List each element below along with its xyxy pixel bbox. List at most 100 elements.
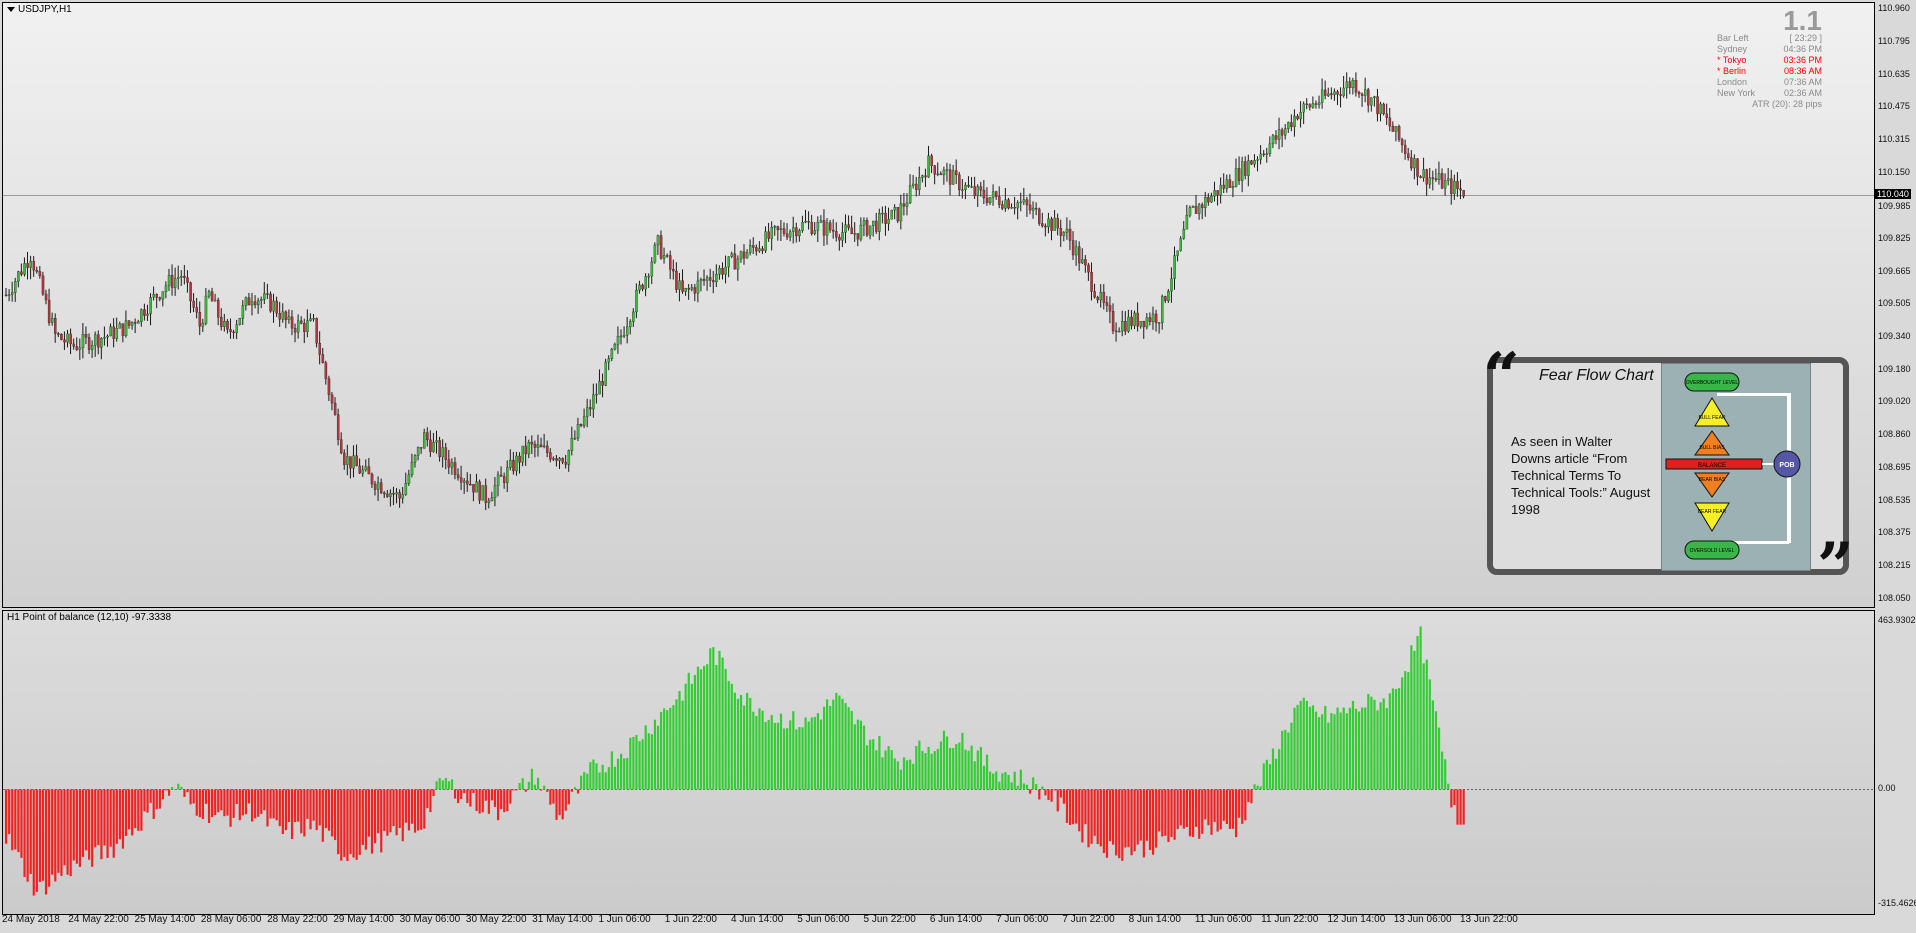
histogram-bar	[450, 779, 454, 790]
oscillator-axis[interactable]: 463.9302 0.00 -315.4626	[1875, 610, 1916, 915]
candle	[662, 247, 666, 264]
histogram-bar	[779, 713, 783, 790]
candle	[435, 430, 438, 454]
histogram-bar	[942, 730, 946, 790]
candle	[1222, 173, 1226, 194]
candle	[1373, 95, 1376, 107]
candle	[988, 197, 992, 205]
candle	[183, 265, 186, 285]
histogram-bar	[91, 789, 94, 867]
histogram-bar	[764, 721, 767, 790]
histogram-bar	[426, 789, 429, 809]
candle	[1071, 231, 1075, 261]
histogram-bar	[1032, 777, 1035, 790]
histogram-bar	[500, 789, 503, 810]
candle	[1050, 216, 1053, 241]
candle	[330, 392, 334, 411]
candle	[1360, 92, 1364, 107]
session-time: 08:36 AM	[1783, 66, 1822, 76]
price-pane-title[interactable]: USDJPY,H1	[7, 4, 72, 15]
histogram-bar	[1281, 730, 1284, 790]
candle	[456, 468, 460, 481]
histogram-bar	[967, 750, 970, 790]
candle	[167, 268, 171, 291]
candle	[635, 283, 638, 319]
candle	[644, 273, 647, 297]
candle	[850, 215, 853, 235]
candle	[130, 321, 134, 330]
histogram-bar	[340, 789, 343, 861]
fear-flow-diagram: OVERBOUGHT LEVEL BULL FEAR BULL BIAS BAL…	[1661, 363, 1811, 571]
candle	[761, 246, 764, 255]
histogram-bar	[1161, 789, 1164, 837]
histogram-bar	[11, 789, 14, 851]
histogram-bar	[841, 698, 844, 790]
histogram-bar	[564, 789, 567, 811]
time-axis[interactable]: 24 May 2018 24 May 22:00 25 May 14:00 28 Ma…	[0, 910, 1875, 933]
histogram-bar	[706, 664, 709, 790]
oscillator-pane[interactable]: H1 Point of balance (12,10) -97.3338	[2, 610, 1875, 915]
histogram-bar	[552, 789, 555, 804]
histogram-bar	[171, 787, 174, 790]
histogram-bar	[69, 789, 72, 877]
time-tick-label: 1 Jun 22:00	[664, 914, 717, 925]
histogram-bar	[1195, 789, 1198, 827]
histogram-bar	[370, 789, 374, 854]
candle	[499, 466, 503, 477]
price-axis[interactable]: 110.960 110.795 110.635 110.475 110.315 110.1…	[1875, 0, 1916, 610]
candle	[1268, 136, 1272, 157]
candle	[315, 317, 318, 348]
price-pane[interactable]: USDJPY,H1 1.1 Bar Left [ 23:29 ] Sydney 04:…	[2, 2, 1875, 608]
histogram-bar	[699, 669, 703, 790]
candle	[927, 145, 930, 178]
histogram-bar	[998, 781, 1001, 790]
oscillator-pane-title: H1 Point of balance (12,10) -97.3338	[7, 612, 171, 623]
candle	[607, 355, 611, 371]
histogram-bar	[395, 789, 398, 836]
histogram-bar	[1416, 636, 1419, 790]
histogram-bar	[1434, 711, 1438, 790]
candle	[192, 293, 195, 313]
candle	[696, 271, 700, 303]
candle	[1453, 174, 1456, 200]
candle	[161, 291, 165, 307]
candle	[853, 222, 857, 242]
candle	[1118, 327, 1121, 333]
candle	[1034, 202, 1038, 216]
histogram-bar	[767, 719, 770, 790]
histogram-bar	[1118, 789, 1121, 859]
histogram-bar	[1207, 789, 1210, 826]
histogram-bar	[223, 789, 226, 817]
candle	[878, 208, 881, 241]
price-tick-label: 109.505	[1878, 298, 1911, 308]
histogram-bar	[724, 668, 727, 790]
histogram-bar	[650, 734, 653, 790]
candle	[1296, 114, 1299, 121]
candle	[238, 317, 242, 326]
histogram-bar	[35, 789, 38, 892]
candle	[23, 257, 26, 277]
candle	[798, 228, 801, 242]
histogram-bar	[1204, 789, 1207, 820]
histogram-bar	[1099, 789, 1102, 847]
histogram-bar	[786, 728, 789, 790]
current-price-tag: 110.040	[1875, 188, 1911, 199]
candle	[1207, 193, 1210, 206]
histogram-bar	[235, 789, 238, 805]
time-tick-label: 24 May 22:00	[68, 914, 129, 925]
histogram-bar	[620, 753, 623, 790]
candle	[1161, 294, 1164, 330]
histogram-bar	[678, 690, 681, 790]
histogram-bar	[718, 650, 721, 790]
histogram-bar	[392, 789, 395, 827]
histogram-bar	[377, 789, 380, 834]
candle	[884, 205, 887, 236]
histogram-bar	[607, 767, 610, 790]
candle	[97, 330, 100, 355]
histogram-bar	[17, 789, 20, 853]
histogram-bar	[158, 789, 161, 809]
candle	[327, 375, 331, 402]
dropdown-triangle-icon[interactable]	[7, 6, 15, 12]
histogram-bar	[1311, 705, 1315, 790]
candle	[343, 449, 346, 470]
